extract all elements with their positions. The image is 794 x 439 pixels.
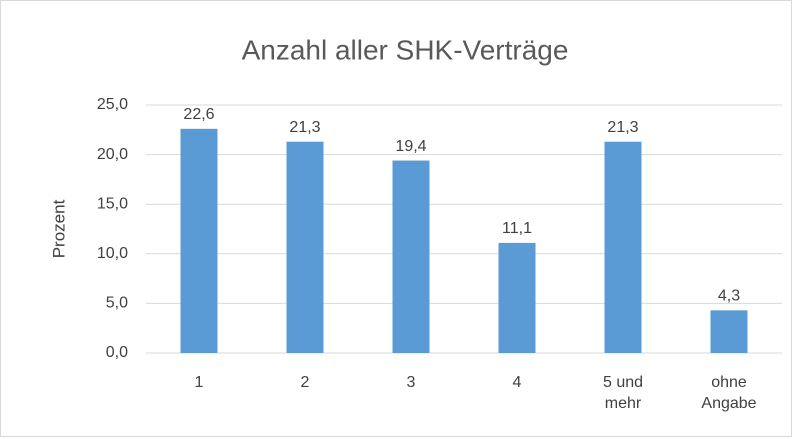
value-label: 21,3 [289,119,320,136]
bar [498,242,536,353]
x-tick-label: 4 [512,374,522,391]
chart-title: Anzahl aller SHK-Verträge [242,34,569,65]
y-tick-label: 20,0 [97,146,128,163]
y-tick-label: 5,0 [106,295,128,312]
bar [710,310,748,353]
value-label: 21,3 [607,119,638,136]
value-label: 4,3 [718,288,740,305]
x-tick-label: 3 [406,374,416,391]
bar [604,141,642,353]
y-axis-label: Prozent [49,199,68,258]
bar [392,160,430,353]
x-tick-label: 2 [300,374,310,391]
bar [180,128,218,353]
x-tick-label: 5 und mehr [602,374,644,412]
y-tick-label: 0,0 [106,344,128,361]
y-tick-label: 25,0 [97,96,128,113]
bar [286,141,324,353]
y-tick-label: 15,0 [97,195,128,212]
y-tick-label: 10,0 [97,245,128,262]
x-tick-label: 1 [194,374,204,391]
x-tick-label: ohne Angabe [701,374,757,412]
value-label: 19,4 [395,138,426,155]
value-label: 22,6 [183,106,214,123]
value-label: 11,1 [502,220,532,237]
